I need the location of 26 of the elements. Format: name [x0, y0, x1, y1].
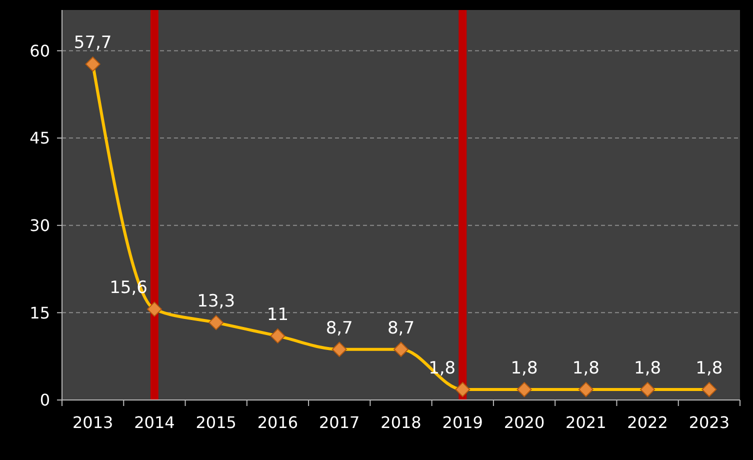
x-tick-label: 2019 [442, 413, 483, 432]
y-tick-label: 30 [30, 216, 50, 235]
y-tick-label: 45 [30, 128, 50, 148]
y-tick-label: 60 [30, 41, 50, 60]
x-tick-label: 2017 [319, 413, 360, 432]
x-tick-label: 2015 [196, 413, 236, 432]
data-label: 57,7 [74, 33, 112, 54]
x-tick-label: 2014 [134, 413, 175, 432]
y-tick-label: 15 [30, 303, 50, 322]
x-tick-label: 2018 [380, 413, 422, 432]
x-tick-label: 2016 [257, 413, 298, 432]
data-label: 8,7 [326, 318, 353, 338]
data-label: 13,3 [197, 292, 236, 312]
data-label: 1,8 [510, 358, 538, 379]
data-label: 8,7 [387, 318, 415, 338]
x-tick-label: 2013 [72, 413, 114, 432]
data-label: 1,8 [634, 358, 662, 379]
x-tick-label: 2020 [504, 413, 545, 432]
data-label: 1,8 [572, 358, 600, 379]
data-label: 1,8 [696, 358, 723, 379]
x-tick-label: 2022 [627, 413, 668, 432]
x-tick-label: 2021 [566, 413, 606, 432]
x-tick-label: 2023 [688, 413, 730, 432]
y-tick-label: 0 [40, 390, 50, 410]
data-label: 11 [266, 304, 289, 325]
data-label: 1,8 [428, 358, 456, 379]
